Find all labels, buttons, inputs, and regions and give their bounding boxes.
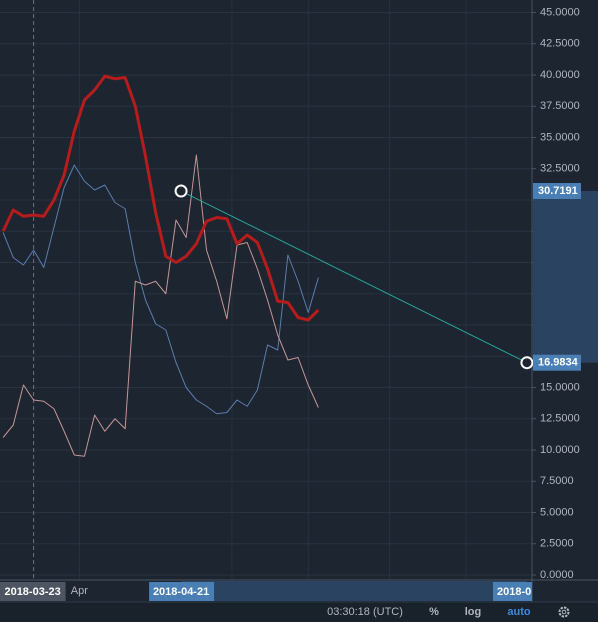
trend-end-date-label: 2018-0 [497, 586, 531, 598]
y-tick-label: 42.5000 [540, 38, 580, 50]
price-label-box [533, 183, 581, 200]
date-label-box [149, 582, 215, 601]
price-label: 30.7191 [538, 185, 578, 197]
y-tick-label: 5.0000 [540, 506, 574, 518]
axes: 0.0000 2.5000 5.0000 7.5000 10.0000 12.5000 15… [71, 6, 598, 601]
date-label-box [0, 582, 66, 601]
toolbar-buttons: % log auto [429, 606, 531, 618]
price-label-box [533, 354, 581, 371]
crosshair-date-label: 2018-03-23 [4, 586, 60, 598]
date-label-box [493, 582, 532, 601]
settings-icon[interactable] [558, 606, 570, 618]
toolbar-button[interactable]: log [465, 606, 482, 618]
toolbar [0, 602, 598, 622]
y-tick-label: 7.5000 [540, 475, 574, 487]
series-line [2, 154, 319, 457]
toolbar-button[interactable]: % [429, 606, 439, 618]
trendline-handle[interactable] [174, 184, 188, 198]
x-tick-label: Apr [71, 585, 88, 597]
y-tick-label: 15.0000 [540, 381, 580, 393]
series-line [2, 164, 319, 415]
y-tick-label: 32.5000 [540, 163, 580, 175]
trendline [180, 190, 528, 364]
gear-hub[interactable] [561, 609, 567, 615]
y-tick-label: 10.0000 [540, 444, 580, 456]
y-tick-label: 45.0000 [540, 6, 580, 18]
gear[interactable] [558, 606, 570, 618]
price-label: 16.9834 [538, 357, 579, 369]
y-tick-label: 12.5000 [540, 413, 580, 425]
y-tick-label: 0.0000 [540, 569, 574, 581]
series-line [1, 74, 320, 322]
y-range-highlight [533, 191, 598, 363]
y-tick-label: 35.0000 [540, 131, 580, 143]
clock: 03:30:18 (UTC) [327, 606, 403, 618]
y-tick-label: 37.5000 [540, 100, 580, 112]
trendline-handle[interactable] [520, 356, 534, 370]
plot-area [1, 0, 528, 580]
y-tick-label: 2.5000 [540, 538, 574, 550]
trend-start-date-label: 2018-04-21 [153, 586, 209, 598]
toolbar-button[interactable]: auto [507, 606, 531, 618]
y-tick-label: 40.0000 [540, 69, 580, 81]
x-range-highlight [181, 581, 527, 601]
